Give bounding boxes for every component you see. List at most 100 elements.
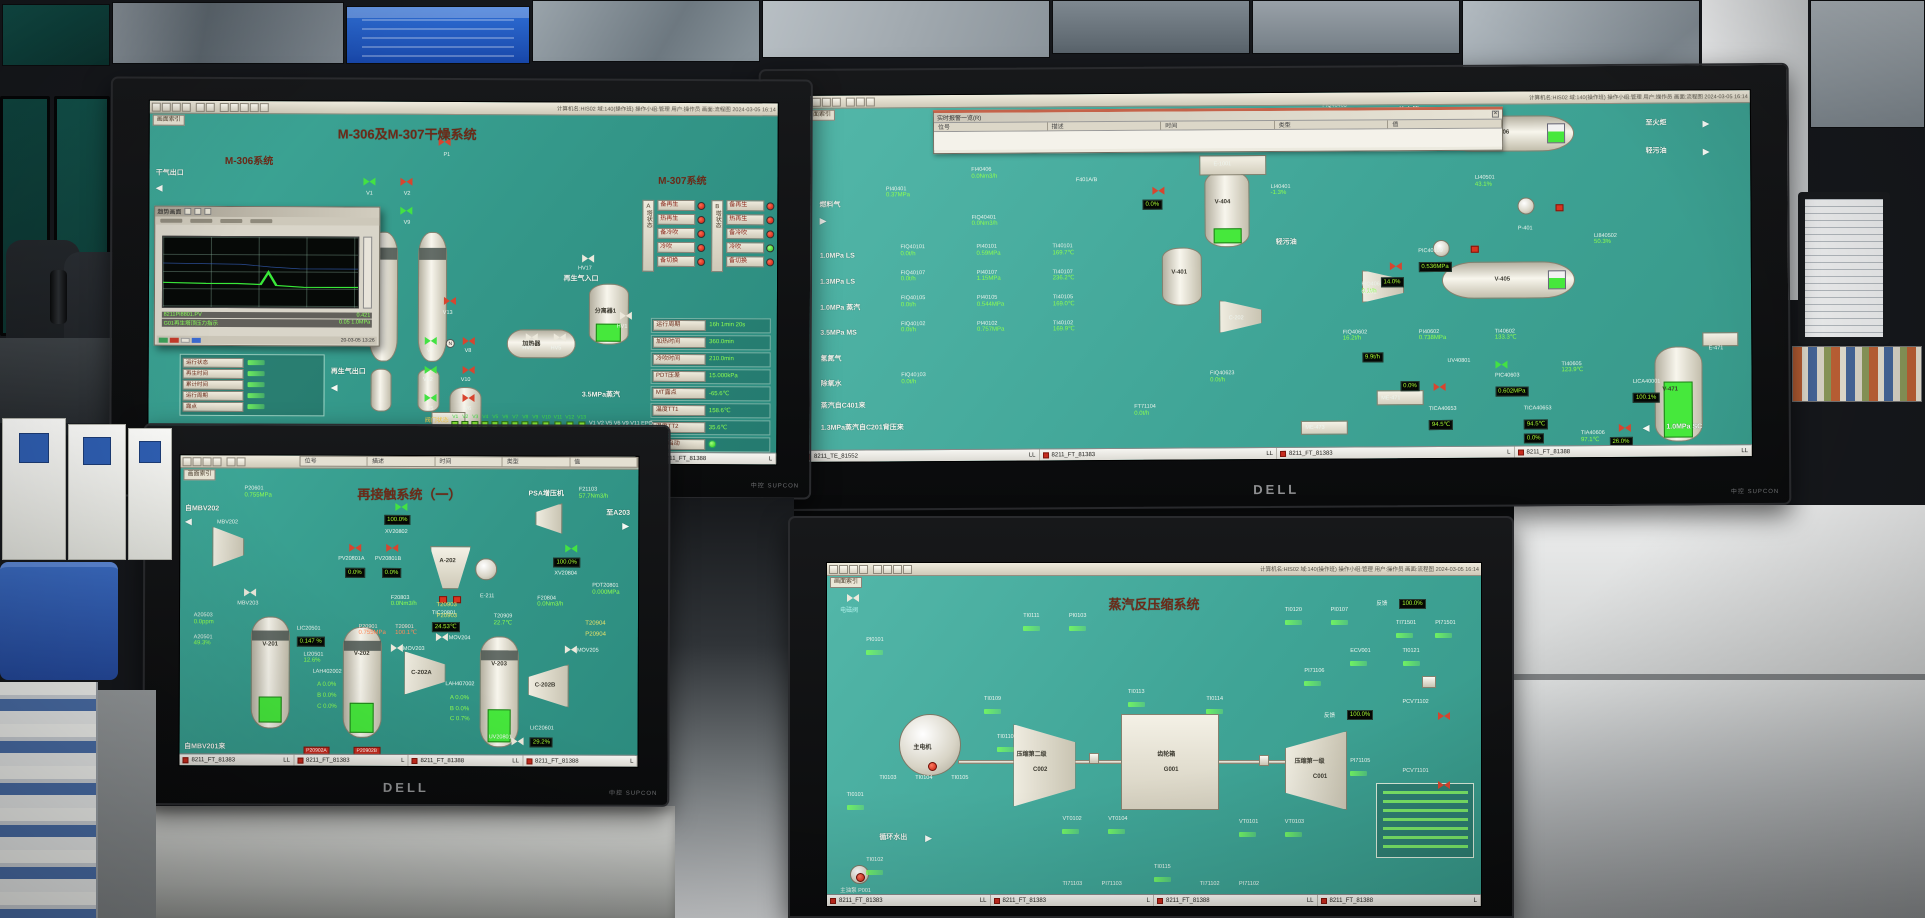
toolbar-icon[interactable] xyxy=(236,456,246,466)
toolbar-icon[interactable] xyxy=(873,564,882,574)
alarm-entry[interactable]: 8211_FT_81388 L xyxy=(1318,895,1481,906)
diagram-label: TI71103 xyxy=(1062,880,1083,887)
valve-icon xyxy=(582,254,594,263)
trend-scrollbar[interactable] xyxy=(363,236,373,309)
diagram-label: PI40602 0.738MPa xyxy=(1418,328,1447,342)
toolbar-icon[interactable] xyxy=(229,102,239,112)
toolbar-icon[interactable] xyxy=(239,102,249,112)
toolbar-icon[interactable] xyxy=(195,102,205,112)
toolbar-icon[interactable] xyxy=(259,102,269,112)
tab-page-index[interactable]: 画面索引 xyxy=(152,114,185,126)
toolbar-icon[interactable] xyxy=(151,102,161,112)
toolbar-icon[interactable] xyxy=(845,97,855,107)
toolbar-icon[interactable] xyxy=(249,102,259,112)
close-icon[interactable] xyxy=(204,208,212,216)
diagram-label: FIQ40401 0.0Nm3/h xyxy=(971,214,998,228)
toolbar-icon[interactable] xyxy=(855,97,865,107)
flow-arrow-icon: ▶ xyxy=(925,832,933,843)
alarm-priority-icon xyxy=(182,756,189,763)
diagram-label: 齿轮箱 xyxy=(1157,751,1176,758)
valve-icon xyxy=(1433,383,1445,392)
toolbar-icon[interactable] xyxy=(821,97,831,107)
small-value-readout xyxy=(1435,633,1453,639)
alarm-entry[interactable]: 8211_FT_81388 L xyxy=(522,755,638,767)
toolbar-icon[interactable] xyxy=(849,564,858,574)
maximize-icon[interactable] xyxy=(194,208,202,216)
parameter-button[interactable]: MT露点 -65.6℃ xyxy=(650,385,771,402)
toolbar-icon[interactable] xyxy=(226,456,236,466)
tab-page-index[interactable]: 画面索引 xyxy=(183,469,216,481)
small-value-readout xyxy=(1284,619,1302,625)
toolbar-icon[interactable] xyxy=(893,564,902,574)
toolbar-icon[interactable] xyxy=(182,456,192,466)
wall-photo xyxy=(532,0,760,62)
close-icon[interactable]: ✕ xyxy=(1491,110,1499,118)
toolbar-icon[interactable] xyxy=(859,564,868,574)
dcs-screen-recontact: 计算机名:HIS02 域:140(操作班) 操作小组:管理 用户:操作员 画面:… xyxy=(178,454,640,768)
toolbar-icon[interactable] xyxy=(865,96,875,106)
diagram-label: V5 xyxy=(426,405,434,412)
toolbar-icon[interactable] xyxy=(212,456,222,466)
toolbar-icon[interactable] xyxy=(829,564,838,574)
toolbar-icon[interactable] xyxy=(192,456,202,466)
diagram-label: MBV203 xyxy=(237,600,259,607)
toolbar-icon[interactable] xyxy=(831,97,841,107)
toolbar-icon[interactable] xyxy=(839,564,848,574)
toolbar-icon[interactable] xyxy=(903,564,912,574)
supcon-logo: 中控 SUPCON xyxy=(1730,488,1780,496)
parameter-button[interactable]: PDT压差 15.000kPa xyxy=(650,368,771,385)
small-value-readout xyxy=(1062,828,1080,834)
valve-icon xyxy=(425,394,437,403)
monitor-bottom-left: 计算机名:HIS02 域:140(操作班) 操作小组:管理 用户:操作员 画面:… xyxy=(142,423,671,807)
diagram-label: PI71105 xyxy=(1350,757,1371,764)
valve-icon xyxy=(1619,424,1631,433)
toolbar-icon[interactable] xyxy=(205,102,215,112)
diagram-label: FIQ40602 16.2t/h xyxy=(1342,329,1368,342)
toolbar-icon[interactable] xyxy=(161,102,171,112)
toolbar-icon[interactable] xyxy=(811,97,821,107)
diagram-label: 100.1% xyxy=(1632,392,1660,403)
toolbar-icon[interactable] xyxy=(883,564,892,574)
parameter-button[interactable]: 冷吹时间 210.0min xyxy=(651,351,771,368)
alarm-column-header: 描述 xyxy=(1047,121,1162,131)
status-line: 计算机名:HIS02 域:140(操作班) 操作小组:管理 用户:操作员 画面:… xyxy=(1260,567,1479,573)
run-indicator-icon xyxy=(928,761,938,771)
alarm-entry[interactable]: 8211_TE_81552 LL xyxy=(801,449,1040,462)
alarm-priority-icon xyxy=(1042,451,1049,458)
valve-icon xyxy=(463,366,475,375)
diagram-label: LI840502 50.3% xyxy=(1593,232,1617,246)
status-row: 露点 xyxy=(182,401,321,412)
toolbar-icon[interactable] xyxy=(181,102,191,112)
parameter-button[interactable]: 加热时间 360.0min xyxy=(651,334,771,351)
small-value-readout xyxy=(1395,633,1413,639)
valve-icon xyxy=(463,337,475,346)
dcs-screen-m306-m307: 计算机名:HIS02 域:140(操作班) 操作小组:管理 用户:操作员 画面:… xyxy=(147,99,779,466)
diagram-label: FI40406 0.0Nm3/h xyxy=(971,166,998,180)
status-line: 计算机名:HIS02 域:140(操作班) 操作小组:管理 用户:操作员 画面:… xyxy=(1528,94,1748,102)
diagram-label: 0.0% xyxy=(345,567,365,578)
tab-page-index[interactable]: 画面索引 xyxy=(830,577,863,588)
small-value-readout xyxy=(1304,681,1322,687)
diagram-label: F20803 0.0Nm3/h xyxy=(390,594,417,608)
diagram-label: F401A/B xyxy=(1075,177,1098,184)
toolbar-icon[interactable] xyxy=(171,102,181,112)
flow-arrow-icon: ▶ xyxy=(1702,146,1710,157)
toolbar-icon[interactable] xyxy=(219,102,229,112)
small-value-readout xyxy=(1108,828,1126,834)
parameter-button[interactable]: 运行周期 16h 1min 20s xyxy=(651,317,771,334)
diagram-label: TI71102 xyxy=(1199,880,1220,887)
monitor-bezel-chin: DELL 中控 SUPCON xyxy=(763,457,1789,509)
diagram-label: C-202A xyxy=(411,669,432,676)
minimize-icon[interactable] xyxy=(184,207,192,216)
diagram-label: HV1 xyxy=(616,323,628,330)
toolbar-icon[interactable] xyxy=(202,456,212,466)
